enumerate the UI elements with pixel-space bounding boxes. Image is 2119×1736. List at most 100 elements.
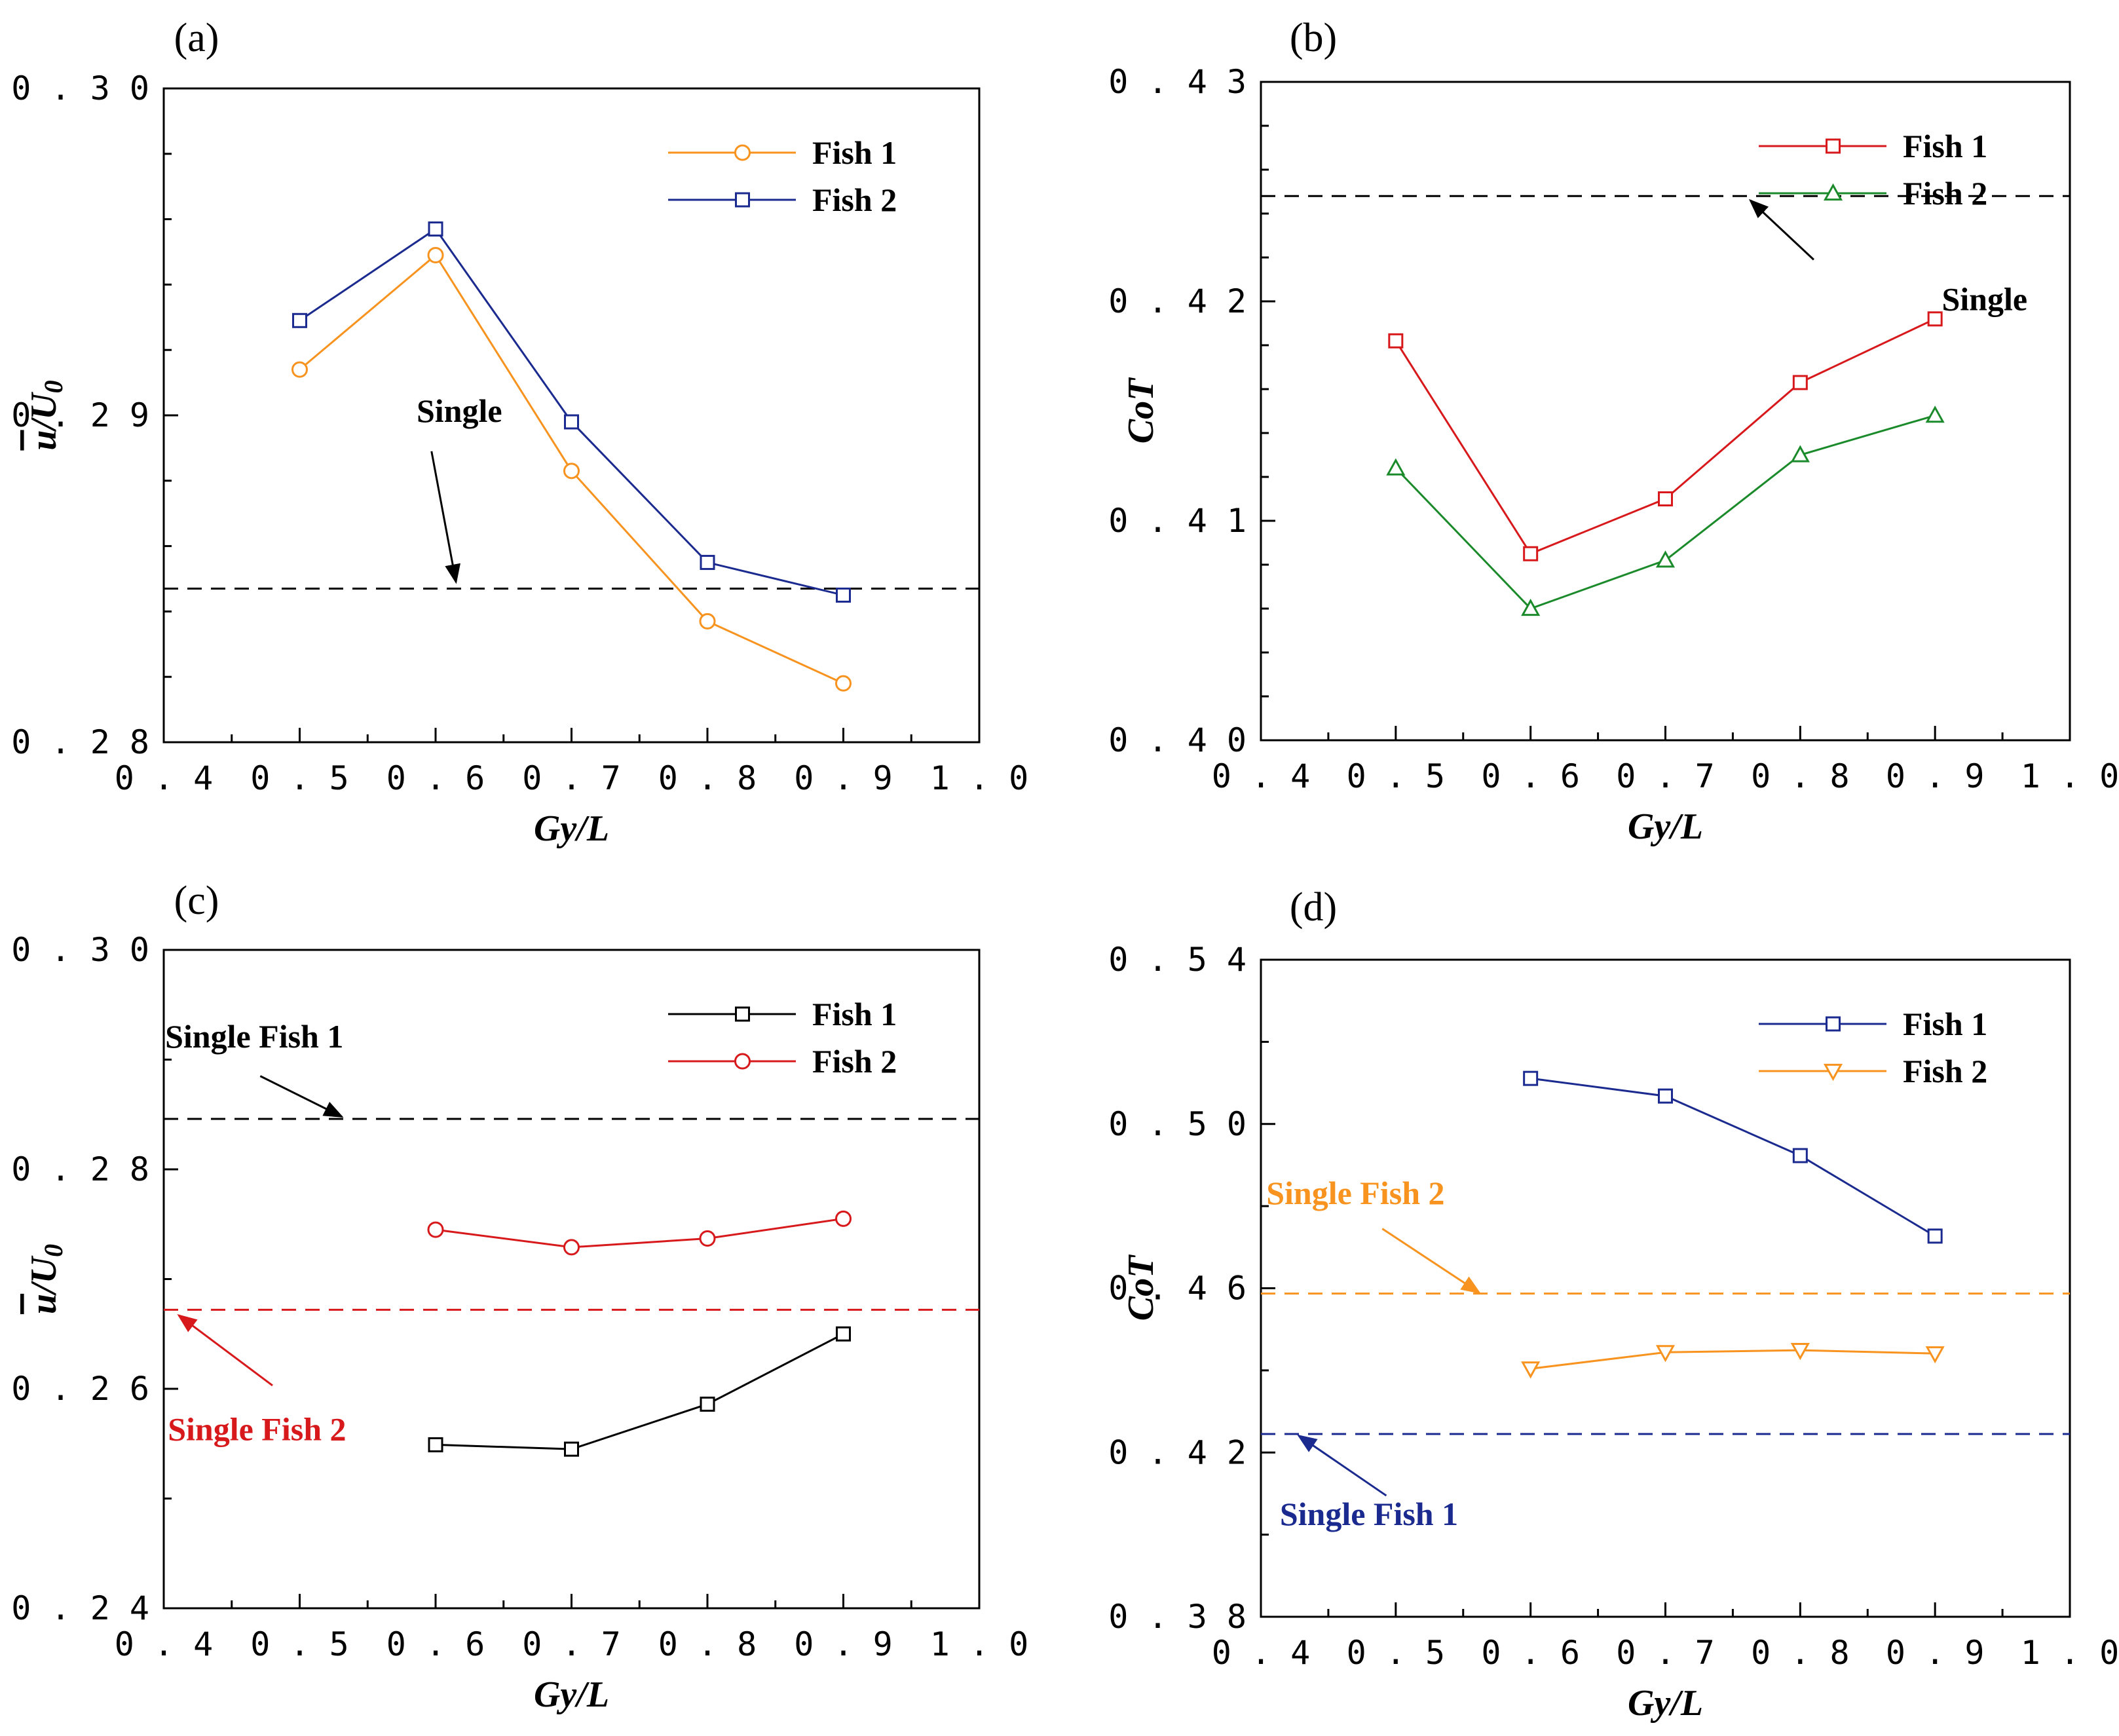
data-point: [700, 1396, 715, 1412]
series-fish-1: [1388, 311, 1943, 561]
series-fish-2: [1521, 1343, 1945, 1379]
y-tick-label: 0 . 4 1: [1108, 502, 1247, 540]
y-tick-label: 0 . 3 8: [1108, 1598, 1247, 1636]
x-tick-label: 0 . 7: [522, 1625, 621, 1663]
y-axis-title-main: u: [24, 1294, 64, 1314]
data-point: [1523, 1070, 1539, 1086]
chart-panel-c: (c) 0 . 4 0 . 5 0 . 6 0 . 7 0 . 8 0 . 9 1 . 0 0 …: [11, 878, 1028, 1715]
data-point: [700, 555, 715, 571]
legend-marker: [1823, 183, 1843, 201]
panel-label: (a): [174, 16, 219, 60]
x-tick-label: 0 . 5: [250, 759, 349, 797]
y-tick-label: 0 . 4 6: [1108, 1270, 1247, 1308]
data-point: [1658, 491, 1673, 506]
annotation-label: Single Fish 2: [1266, 1175, 1444, 1211]
x-tick-label: 0 . 6: [386, 759, 485, 797]
data-point: [1792, 1148, 1808, 1163]
data-point: [563, 462, 580, 480]
y-axis-title-main: u: [24, 430, 64, 450]
x-tick-label: 0 . 7: [1616, 757, 1715, 795]
x-tick-label: 0 . 9: [794, 1625, 893, 1663]
y-tick-label: 0 . 3 0: [11, 69, 149, 107]
x-axis-title: Gy/L: [1628, 806, 1703, 847]
data-point: [427, 246, 444, 263]
series-line: [1530, 1077, 1936, 1237]
data-point: [1655, 1345, 1676, 1363]
legend-label: Fish 2: [812, 181, 897, 218]
legend-label: Fish 1: [812, 996, 897, 1032]
data-point: [563, 1239, 580, 1256]
x-tick-label: 0 . 8: [658, 759, 757, 797]
annotation-label: Single: [1941, 280, 2027, 317]
y-tick-label: 0 . 2 9: [11, 396, 149, 434]
annotation-arrow: [259, 1075, 344, 1118]
annotation-label: Single Fish 1: [1280, 1496, 1458, 1532]
legend-marker: [735, 192, 750, 208]
panel-label: (b): [1290, 16, 1337, 60]
series-line: [1395, 318, 1936, 556]
annotation-label: Single Fish 2: [168, 1411, 346, 1448]
series-line: [435, 1332, 844, 1450]
data-point: [699, 613, 716, 630]
y-axis-title-rest: /U: [24, 1255, 64, 1296]
data-point: [836, 587, 851, 603]
y-axis-title: u/U0: [24, 380, 68, 450]
x-tick-label: 0 . 8: [1751, 1634, 1850, 1672]
data-point: [1388, 333, 1404, 349]
y-tick-label: 0 . 5 0: [1108, 1105, 1247, 1143]
series-line: [1530, 1349, 1936, 1370]
x-tick-label: 0 . 5: [1347, 757, 1446, 795]
x-tick-label: 0 . 8: [1751, 757, 1850, 795]
data-point: [1386, 458, 1406, 476]
annotation-arrow: [1381, 1228, 1481, 1294]
annotation-label: Single Fish 1: [165, 1018, 343, 1055]
data-point: [1523, 546, 1539, 561]
annotation-arrow: [1748, 198, 1814, 261]
series-line: [1395, 414, 1936, 610]
series-fish-2: [1386, 406, 1945, 616]
x-tick-label: 0 . 6: [1481, 1634, 1580, 1672]
data-point: [291, 361, 308, 378]
x-tick-label: 1 . 0: [2021, 757, 2119, 795]
panel-label: (d): [1290, 885, 1337, 930]
legend-marker: [735, 1006, 750, 1022]
y-tick-label: 0 . 4 3: [1108, 63, 1247, 101]
legend-marker: [1826, 1016, 1841, 1032]
data-point: [428, 221, 443, 237]
legend-marker: [734, 144, 751, 161]
data-point: [1927, 1228, 1943, 1244]
data-point: [835, 675, 852, 692]
y-tick-label: 0 . 2 4: [11, 1589, 149, 1627]
y-axis-title: CoT: [1121, 1254, 1161, 1321]
x-axis-title: Gy/L: [1628, 1683, 1703, 1724]
data-point: [1792, 375, 1808, 390]
data-point: [1790, 445, 1810, 462]
legend-label: Fish 1: [812, 134, 897, 171]
x-tick-label: 0 . 7: [522, 759, 621, 797]
x-tick-label: 0 . 7: [1616, 1634, 1715, 1672]
annotation-label: Single: [417, 392, 502, 429]
data-point: [1521, 598, 1541, 616]
series-fish-2: [292, 221, 851, 603]
series-fish-1: [291, 246, 852, 692]
y-tick-label: 0 . 2 8: [11, 1150, 149, 1188]
x-tick-label: 1 . 0: [930, 1625, 1029, 1663]
series-line: [299, 227, 844, 596]
chart-panel-a: (a) 0 . 4 0 . 5 0 . 6 0 . 7 0 . 8 0 . 9 1 . 0 0 …: [11, 16, 1028, 849]
data-point: [1927, 311, 1943, 327]
x-tick-label: 0 . 9: [1886, 1634, 1985, 1672]
data-point: [1925, 406, 1945, 423]
panel-label: (c): [174, 878, 219, 923]
legend-marker: [1823, 1063, 1843, 1082]
chart-panel-b: (b) 0 . 4 0 . 5 0 . 6 0 . 7 0 . 8 0 . 9 1 . 0 0 …: [1108, 16, 2119, 847]
y-tick-label: 0 . 4 2: [1108, 1433, 1247, 1471]
legend-marker: [734, 1053, 751, 1070]
x-tick-label: 0 . 4: [1212, 1634, 1311, 1672]
annotation-arrow: [177, 1313, 273, 1387]
series-line: [435, 1217, 844, 1249]
series-fish-2: [427, 1210, 852, 1256]
series-fish-1: [1523, 1070, 1943, 1244]
x-tick-label: 1 . 0: [2021, 1634, 2119, 1672]
x-tick-label: 0 . 4: [1212, 757, 1311, 795]
